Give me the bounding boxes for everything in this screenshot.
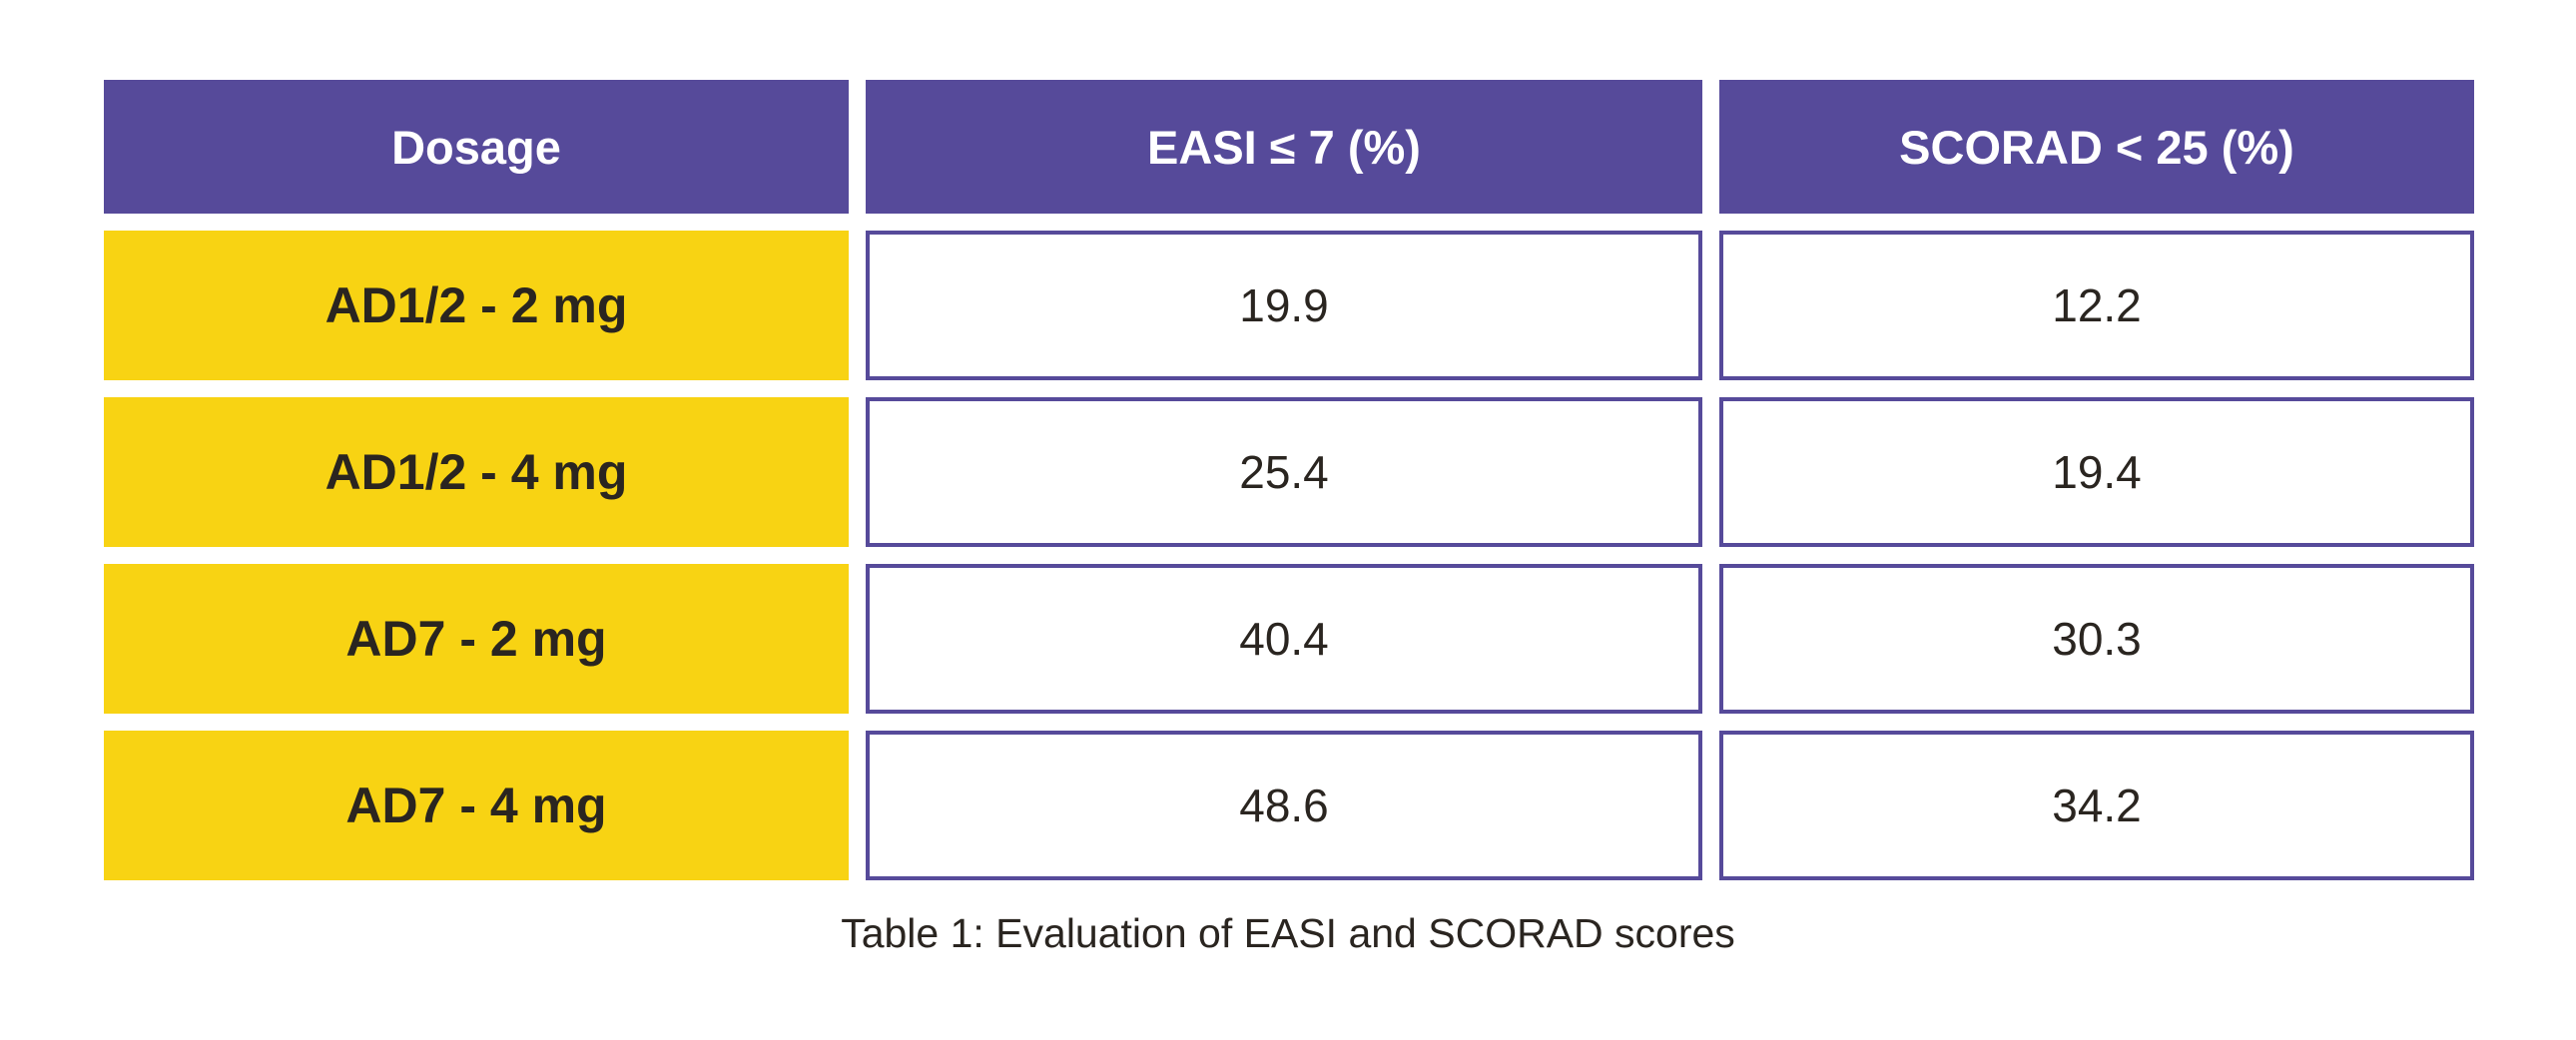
- scores-table: Dosage EASI ≤ 7 (%) SCORAD < 25 (%) AD1/…: [104, 80, 2474, 880]
- row-4-dosage: AD7 - 4 mg: [104, 731, 849, 880]
- row-2-dosage: AD1/2 - 4 mg: [104, 397, 849, 547]
- row-4-easi: 48.6: [866, 731, 1702, 880]
- table-caption: Table 1: Evaluation of EASI and SCORAD s…: [841, 910, 1735, 956]
- scores-table-grid: Dosage EASI ≤ 7 (%) SCORAD < 25 (%) AD1/…: [104, 80, 2474, 880]
- row-3-easi: 40.4: [866, 564, 1702, 714]
- header-dosage: Dosage: [104, 80, 849, 214]
- row-3-scorad: 30.3: [1719, 564, 2474, 714]
- row-2-scorad: 19.4: [1719, 397, 2474, 547]
- row-1-dosage: AD1/2 - 2 mg: [104, 231, 849, 380]
- row-1-easi: 19.9: [866, 231, 1702, 380]
- header-easi: EASI ≤ 7 (%): [866, 80, 1702, 214]
- row-4-scorad: 34.2: [1719, 731, 2474, 880]
- row-1-scorad: 12.2: [1719, 231, 2474, 380]
- row-3-dosage: AD7 - 2 mg: [104, 564, 849, 714]
- row-2-easi: 25.4: [866, 397, 1702, 547]
- header-scorad: SCORAD < 25 (%): [1719, 80, 2474, 214]
